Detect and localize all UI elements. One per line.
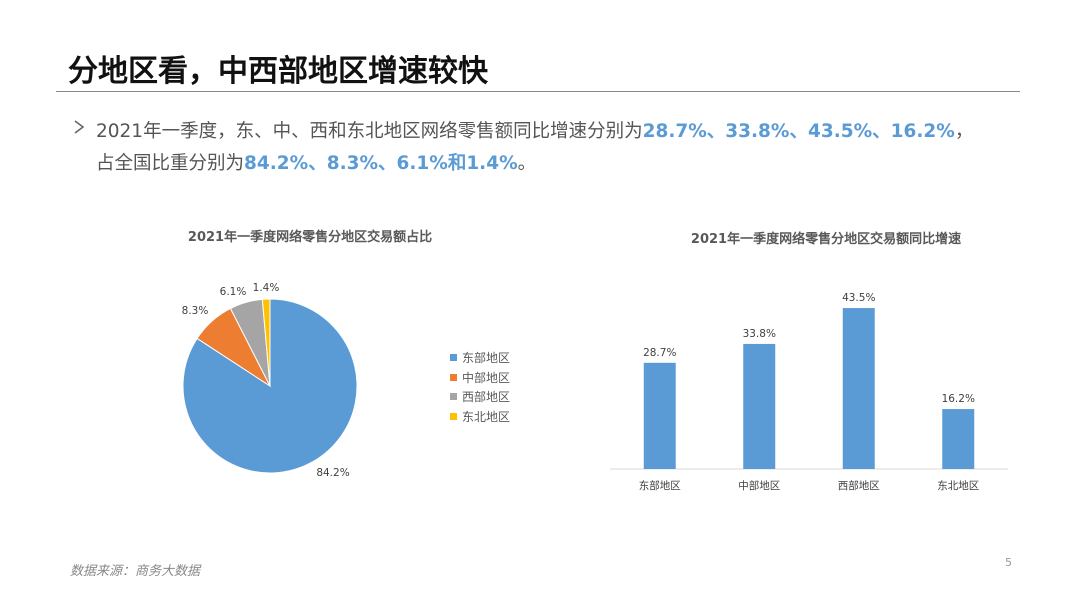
pie-data-label-east: 84.2% xyxy=(316,467,349,479)
slide-title: 分地区看，中西部地区增速较快 xyxy=(68,54,488,89)
pie-chart-title: 2021年一季度网络零售分地区交易额占比 xyxy=(187,230,433,245)
pie-chart: 84.2% 8.3% 6.1% 1.4% xyxy=(182,282,358,479)
summary-end-1: ， xyxy=(954,121,974,142)
legend-item-east: 东部地区 xyxy=(450,348,510,368)
bar-data-label-central: 33.8% xyxy=(743,328,776,340)
title-divider xyxy=(56,91,1020,92)
bar-category-label-east: 东部地区 xyxy=(639,479,681,492)
growth-rates-highlight: 28.7%、33.8%、43.5%、16.2% xyxy=(642,121,955,142)
chevron-right-icon xyxy=(74,120,85,134)
legend-swatch xyxy=(450,393,457,401)
bar-category-label-west: 西部地区 xyxy=(838,479,880,492)
summary-text-2: 占全国比重分别为 xyxy=(96,153,245,174)
bar-data-label-northeast: 16.2% xyxy=(942,393,975,405)
summary-end-2: 。 xyxy=(517,153,537,174)
legend-swatch xyxy=(450,354,457,362)
pie-data-label-northeast: 1.4% xyxy=(253,282,280,294)
legend-label: 东北地区 xyxy=(462,409,511,424)
summary-line-2: 占全国比重分别为84.2%、8.3%、6.1%和1.4%。 xyxy=(96,148,973,180)
legend-label: 中部地区 xyxy=(462,370,511,385)
legend-label: 西部地区 xyxy=(462,390,511,405)
bar-east xyxy=(643,362,676,469)
bar-category-label-central: 中部地区 xyxy=(738,479,780,492)
bar-data-label-west: 43.5% xyxy=(842,292,875,304)
bar-northeast xyxy=(942,409,975,469)
data-source: 数据来源：商务大数据 xyxy=(70,564,201,579)
bar-category-label-northeast: 东北地区 xyxy=(937,479,979,492)
pie-legend: 东部地区中部地区西部地区东北地区 xyxy=(450,348,510,426)
bar-chart-title: 2021年一季度网络零售分地区交易额同比增速 xyxy=(690,232,962,247)
legend-item-central: 中部地区 xyxy=(450,368,510,388)
legend-item-west: 西部地区 xyxy=(450,387,510,407)
summary-line-1: 2021年一季度，东、中、西和东北地区网络零售额同比增速分别为28.7%、33.… xyxy=(96,116,973,148)
bar-west xyxy=(842,308,875,469)
bar-chart: 28.7% 东部地区 33.8% 中部地区 43.5% 西部地区 16.2% 东北地区 xyxy=(610,292,1008,492)
pie-slice-northeast xyxy=(261,298,271,387)
page-number: 5 xyxy=(1005,556,1012,569)
pie-data-label-central: 8.3% xyxy=(182,305,209,317)
legend-label: 东部地区 xyxy=(462,351,511,366)
share-highlight: 84.2%、8.3%、6.1%和1.4% xyxy=(244,153,518,174)
legend-swatch xyxy=(450,412,457,420)
legend-swatch xyxy=(450,373,457,381)
pie-data-label-west: 6.1% xyxy=(220,286,247,298)
summary-paragraph: 2021年一季度，东、中、西和东北地区网络零售额同比增速分别为28.7%、33.… xyxy=(96,116,973,180)
legend-item-northeast: 东北地区 xyxy=(450,407,510,427)
summary-text-1: 2021年一季度，东、中、西和东北地区网络零售额同比增速分别为 xyxy=(96,121,643,142)
bar-central xyxy=(743,343,776,469)
bar-data-label-east: 28.7% xyxy=(643,347,676,359)
